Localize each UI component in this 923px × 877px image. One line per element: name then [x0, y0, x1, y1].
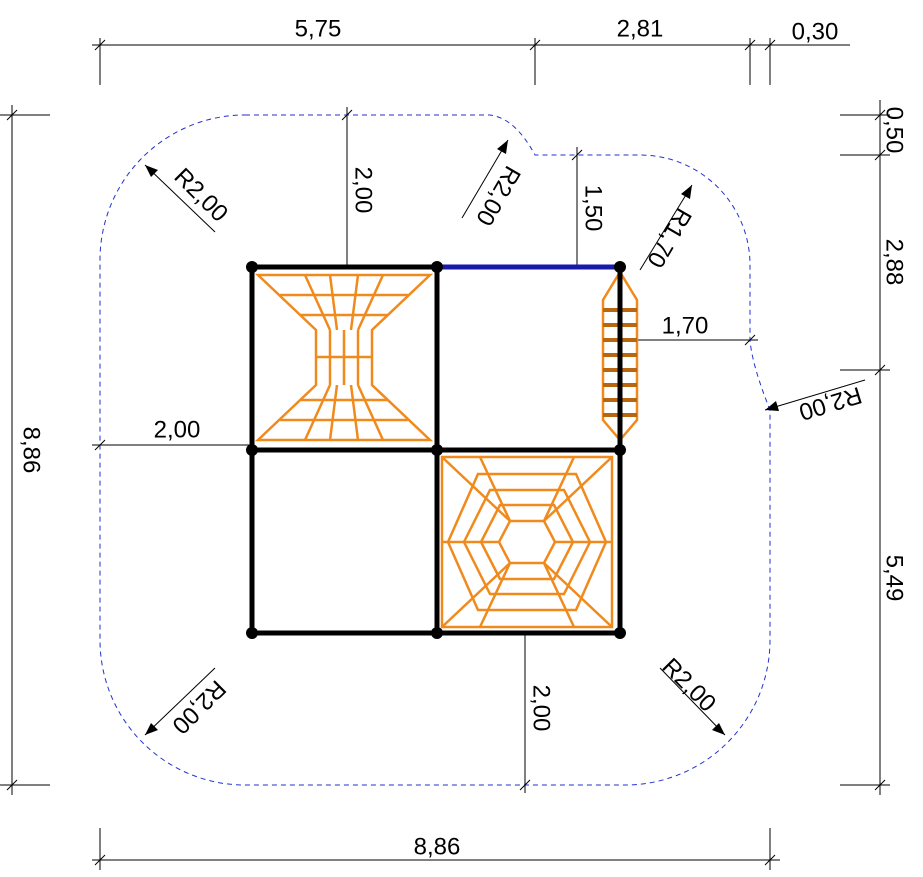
dim-label: 0,50	[881, 107, 908, 154]
radius-label: R2,00	[470, 161, 525, 230]
radius-label: R2,00	[657, 653, 721, 717]
radius-label: R2,00	[796, 381, 865, 426]
dim-label: 0,30	[792, 18, 839, 45]
dim-label: 5,75	[295, 15, 342, 42]
radius-label: R2,00	[167, 675, 231, 739]
dimension-lines	[0, 38, 890, 870]
dim-label: 8,86	[18, 427, 45, 474]
safety-zone	[99, 114, 771, 786]
dim-label: 1,50	[580, 185, 607, 232]
radius-label: R1,70	[641, 203, 696, 272]
dim-label: 1,70	[662, 312, 709, 339]
dim-label: 2,81	[617, 15, 664, 42]
dim-label: 2,00	[350, 167, 377, 214]
arrows	[145, 140, 779, 735]
hourglass-net	[254, 273, 434, 442]
spider-net	[440, 455, 614, 629]
posts	[246, 261, 626, 639]
radius-label: R2,00	[169, 163, 233, 227]
dim-label: 5,49	[881, 555, 908, 602]
dim-label: 8,86	[414, 833, 461, 860]
dim-label: 2,00	[528, 685, 555, 732]
dim-label: 2,00	[154, 416, 201, 443]
dim-label: 2,88	[881, 239, 908, 286]
